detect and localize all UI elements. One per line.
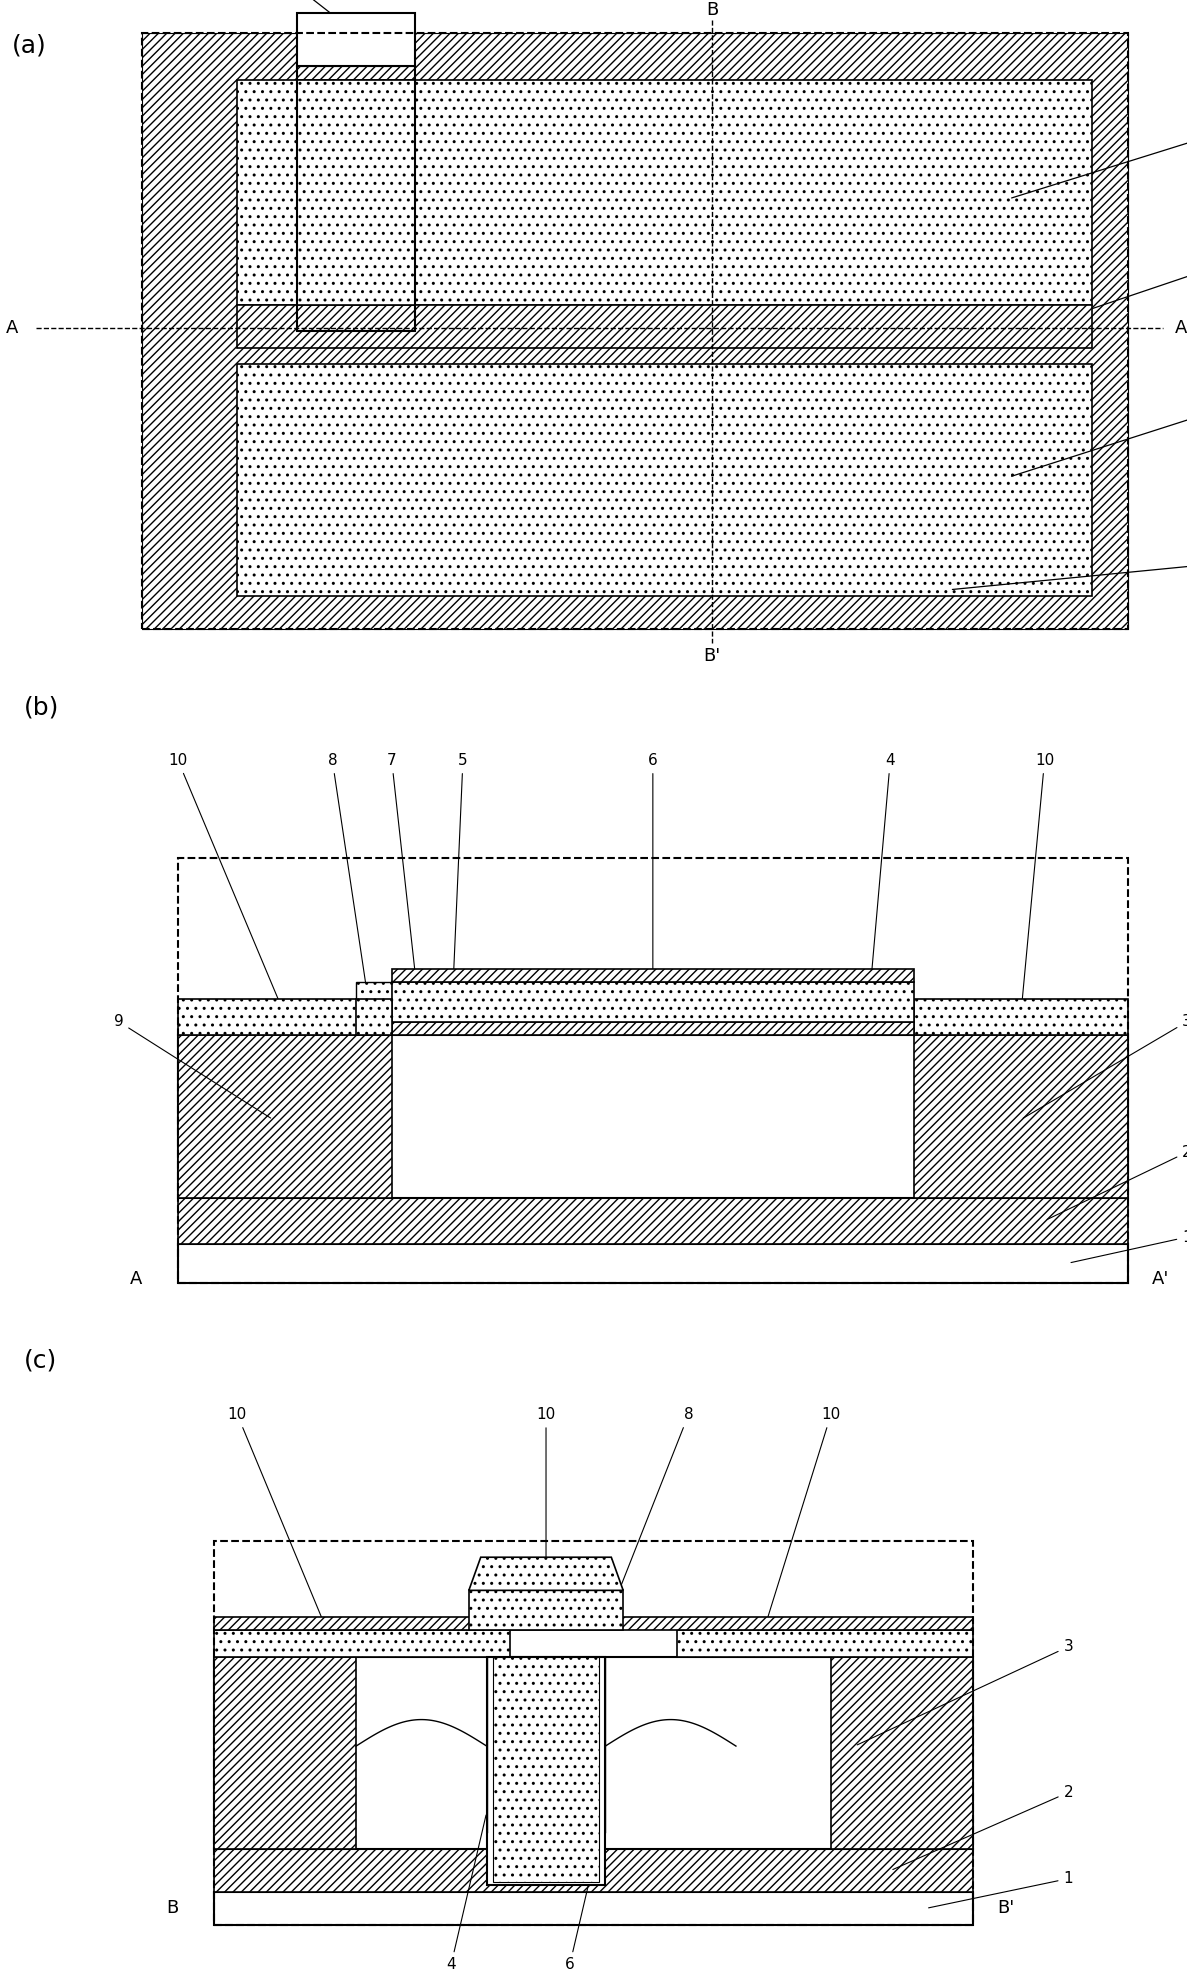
Text: (a): (a) [12,34,46,57]
Text: 8: 8 [328,754,368,997]
Text: B: B [166,1899,178,1917]
Bar [392,969,914,983]
Text: 1: 1 [1071,1230,1187,1262]
Text: B': B' [997,1899,1015,1917]
Bar [914,1034,1128,1199]
Text: 10: 10 [1011,123,1187,198]
Bar [297,79,415,305]
Bar [178,1034,1128,1199]
Bar [487,1658,605,1885]
Text: B': B' [704,647,721,665]
Text: 3: 3 [1023,1015,1187,1118]
Bar [392,1021,914,1034]
Bar [214,1658,356,1849]
Bar [214,1849,973,1891]
Text: 10: 10 [1047,255,1187,324]
Bar [914,999,1128,1034]
Text: A: A [131,1270,142,1288]
Text: 3: 3 [857,1640,1073,1745]
Bar [297,67,415,330]
Text: 8: 8 [612,1406,693,1608]
Text: (c): (c) [24,1349,57,1373]
Bar [214,1630,510,1658]
Text: 6: 6 [648,754,658,999]
Bar [237,79,1092,305]
Bar [677,1630,973,1658]
Bar [142,34,1128,629]
Text: B: B [706,0,718,20]
Text: 10: 10 [537,1406,556,1561]
Bar [493,1658,599,1881]
Text: 10: 10 [1021,754,1054,1013]
Text: (b): (b) [24,694,59,720]
Bar [237,364,1092,597]
Text: 4: 4 [867,754,895,1029]
Bar [214,1658,973,1849]
Bar [214,1541,973,1925]
Bar [831,1658,973,1849]
Text: 10: 10 [228,1406,331,1642]
Text: A': A' [1175,318,1187,336]
Text: 10: 10 [169,754,284,1013]
Text: 1: 1 [928,1871,1073,1909]
Bar [142,34,1128,629]
Text: 4: 4 [446,1816,485,1972]
Text: 6: 6 [565,1816,604,1972]
Bar [469,1590,623,1630]
Text: 10: 10 [952,554,1187,589]
Text: 10: 10 [761,1406,840,1640]
Text: 2: 2 [893,1784,1073,1869]
Text: 10: 10 [286,0,354,32]
Bar [356,999,392,1034]
Bar [178,1199,1128,1244]
Polygon shape [469,1557,623,1590]
Bar [178,1034,392,1199]
Bar [214,1891,973,1925]
Text: A': A' [1151,1270,1169,1288]
Bar [237,305,1092,348]
Bar [392,983,914,1021]
Text: 8: 8 [1011,402,1187,477]
Bar [178,858,1128,1282]
Bar [297,14,415,65]
Bar [178,999,392,1034]
Bar [214,1616,973,1630]
Bar [356,983,392,1021]
Text: 5: 5 [451,754,468,1029]
Bar [297,14,415,65]
Text: 9: 9 [114,1015,271,1118]
Text: A: A [6,318,18,336]
Bar [178,1244,1128,1282]
Text: 7: 7 [387,754,415,973]
Text: 2: 2 [1047,1145,1187,1220]
